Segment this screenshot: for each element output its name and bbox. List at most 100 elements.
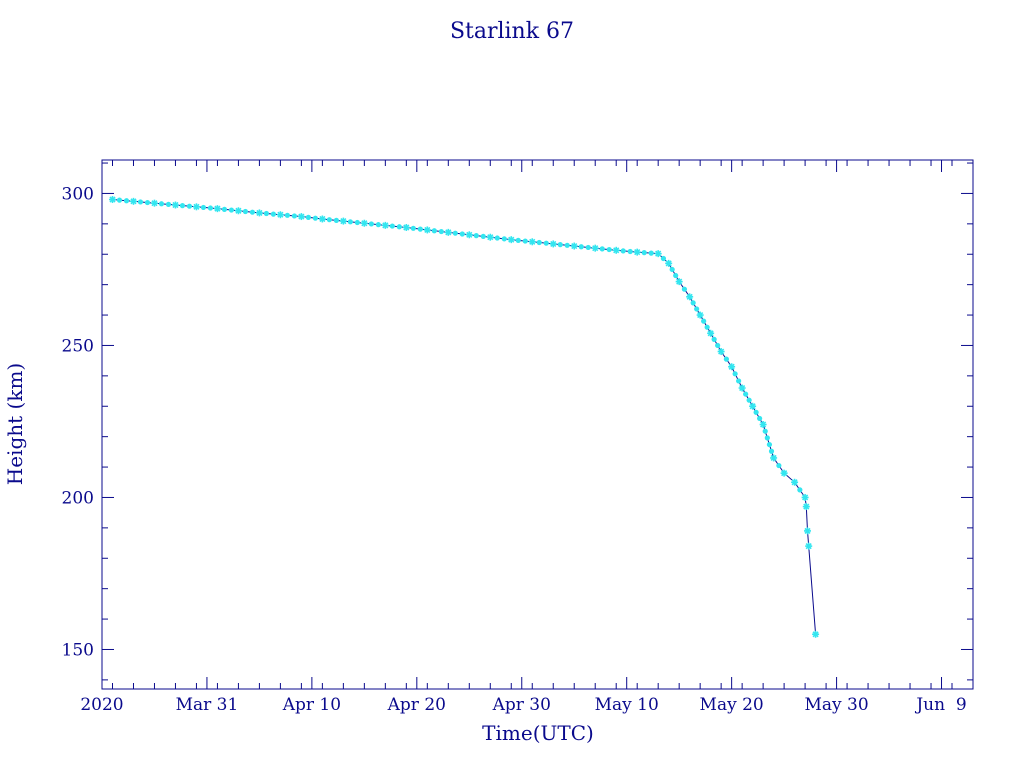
data-point-trail (431, 228, 437, 234)
data-point-trail (578, 244, 584, 250)
data-point-trail (690, 300, 696, 306)
plot-frame (101, 159, 974, 690)
data-point-trail (648, 250, 654, 256)
data-point-trail (557, 242, 563, 248)
data-point-trail (354, 219, 360, 226)
data-point-trail (723, 356, 729, 362)
data-point-trail (501, 236, 507, 242)
data-point (465, 231, 473, 239)
data-point-trail (660, 255, 667, 262)
data-point-trail (347, 219, 353, 225)
data-point-trail (736, 378, 742, 384)
y-axis-label: Height (km) (3, 363, 27, 485)
data-point-trail (221, 206, 228, 212)
data-point-trail (375, 222, 381, 228)
data-point (803, 527, 811, 535)
data-point (780, 469, 788, 477)
data-point-trail (389, 223, 395, 229)
y-tick-label: 150 (62, 640, 94, 660)
data-point (528, 238, 536, 246)
data-point (213, 205, 221, 213)
data-point-trail (536, 239, 542, 246)
data-point (486, 233, 494, 241)
data-point-trail (263, 210, 270, 217)
x-tick-label: Apr 10 (282, 695, 341, 715)
data-point (402, 223, 410, 231)
data-point-trail (599, 246, 605, 252)
data-point-trail (515, 237, 521, 243)
data-point-trail (564, 242, 570, 248)
data-point (665, 259, 673, 267)
data-point-trail (753, 409, 759, 415)
y-tick-label: 200 (62, 488, 94, 508)
data-point-trail (732, 371, 738, 377)
x-tick-label: Jun 9 (914, 695, 966, 715)
data-point-trail (312, 215, 318, 221)
data-point-trail (711, 336, 717, 342)
data-point (192, 203, 200, 211)
data-point (717, 348, 725, 356)
data-point (591, 244, 599, 252)
y-tick-label: 300 (62, 184, 94, 204)
series-line (112, 199, 817, 635)
data-point-trail (438, 228, 444, 235)
data-point (791, 478, 799, 486)
x-tick-label: Apr 30 (492, 695, 551, 715)
data-point (759, 421, 767, 428)
data-point-trail (669, 266, 675, 273)
data-point (150, 199, 158, 207)
series-markers (108, 196, 820, 638)
data-point (360, 219, 368, 227)
x-tick-label: 2020 (80, 695, 123, 715)
x-tick-label: Apr 20 (387, 695, 446, 715)
data-point-trail (284, 212, 290, 218)
data-point-trail (396, 224, 402, 230)
data-point-trail (473, 233, 479, 239)
y-tick-label: 250 (62, 336, 94, 356)
data-point-trail (200, 204, 207, 211)
data-point-trail (768, 448, 775, 454)
data-point-trail (715, 342, 721, 349)
data-point-trail (459, 231, 465, 237)
x-tick-label: May 20 (700, 695, 764, 715)
data-point (633, 248, 641, 256)
data-point (654, 250, 662, 258)
data-point (728, 363, 736, 371)
y-tick-labels: 150 200 250 300 (62, 184, 94, 660)
x-axis-label: Time(UTC) (482, 721, 594, 745)
data-point (570, 242, 578, 250)
data-point (507, 236, 515, 244)
data-point-trail (673, 272, 679, 279)
data-point (805, 542, 813, 550)
data-point-trail (606, 246, 612, 253)
axis-ticks (101, 160, 973, 689)
chart-title: Starlink 67 (450, 19, 574, 44)
data-point-trail (701, 318, 707, 324)
data-point-trail (137, 199, 144, 205)
data-point-trail (291, 213, 297, 219)
data-point-trail (144, 199, 151, 206)
data-point-trail (207, 205, 214, 211)
data-point-trail (641, 250, 647, 256)
data-point-trail (494, 235, 500, 241)
data-point-trail (368, 221, 374, 227)
data-point-trail (762, 428, 768, 434)
data-point (129, 197, 137, 205)
data-point (738, 384, 746, 392)
x-tick-label: May 30 (804, 695, 868, 715)
data-point (696, 311, 704, 319)
data-point-trail (766, 441, 773, 448)
data-point (612, 246, 620, 254)
data-point-trail (228, 207, 235, 213)
data-point (423, 226, 431, 234)
data-point-trail (326, 217, 332, 223)
data-point-trail (242, 208, 249, 215)
x-tick-labels: 2020 Mar 31 Apr 10 Apr 20 Apr 30 May 10 May 20… (80, 695, 966, 715)
data-point (108, 196, 116, 204)
data-point (171, 201, 179, 209)
data-point (381, 221, 389, 229)
data-point-trail (797, 487, 803, 493)
data-point (549, 240, 557, 248)
data-point-trail (270, 211, 277, 217)
